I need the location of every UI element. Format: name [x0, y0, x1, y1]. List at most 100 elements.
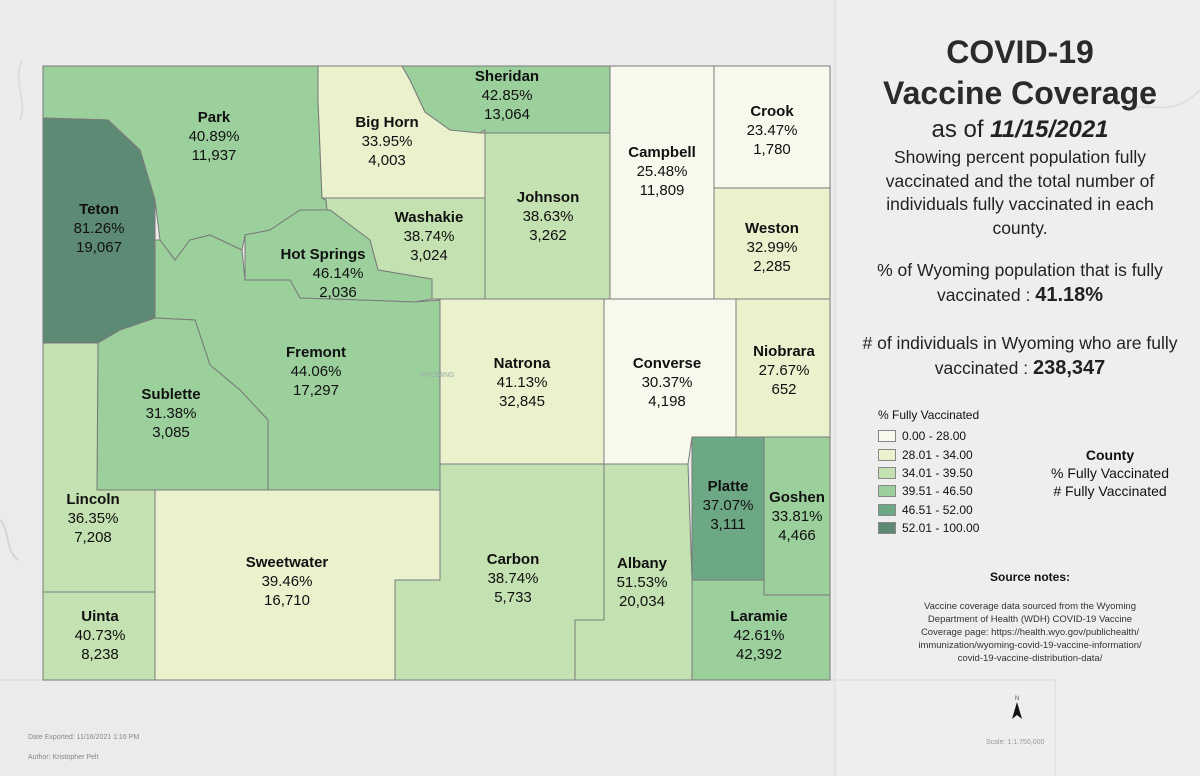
as-of-date: as of 11/15/2021: [840, 116, 1200, 144]
county-label-pct: 42.85%: [482, 87, 533, 104]
state-label: WYOMING: [420, 372, 455, 379]
county-label-count: 19,067: [76, 239, 122, 256]
county-label-pct: 46.14%: [313, 265, 364, 282]
legend-item: 0.00 - 28.00: [878, 427, 1028, 445]
title-line-1: COVID-19: [946, 34, 1094, 70]
legend-item: 28.01 - 34.00: [878, 445, 1028, 463]
county-label-pct: 51.53%: [617, 574, 668, 591]
map-scale: Scale: 1:1,750,000: [986, 739, 1045, 746]
county-label-pct: 38.63%: [523, 208, 574, 225]
county-label-pct: 41.13%: [497, 374, 548, 391]
legend-item: 52.01 - 100.00: [878, 519, 1028, 537]
county-label-count: 8,238: [81, 646, 119, 663]
county-label-name: Campbell: [628, 144, 696, 161]
legend-label: 28.01 - 34.00: [902, 447, 973, 462]
county-label-name: Carbon: [487, 551, 540, 568]
county-label-count: 652: [771, 381, 796, 398]
county-label-pct: 81.26%: [74, 220, 125, 237]
legend-swatch: [878, 430, 896, 443]
county-label-name: Laramie: [730, 608, 788, 625]
county-label-count: 11,937: [192, 147, 237, 164]
state-count-label: # of individuals in Wyoming who are full…: [862, 333, 1178, 378]
legend-label: 46.51 - 52.00: [902, 502, 973, 517]
county-label-count: 7,208: [74, 529, 112, 546]
county-label-count: 3,085: [152, 424, 190, 441]
description: Showing percent population fully vaccina…: [885, 147, 1155, 238]
county-label-count: 3,111: [710, 516, 745, 533]
county-polygons: [42, 65, 831, 681]
county-key-line-1: % Fully Vaccinated: [1050, 465, 1169, 481]
county-label-pct: 33.81%: [772, 508, 823, 525]
county-label-count: 5,733: [494, 589, 532, 606]
county-label-count: 1,780: [753, 141, 791, 158]
county-label-count: 2,036: [319, 284, 357, 301]
source-line: Coverage page: https://health.wyo.gov/pu…: [920, 627, 1140, 638]
county-label-name: Goshen: [769, 489, 825, 506]
state-count-value: 238,347: [1032, 357, 1106, 379]
county-label-name: Fremont: [286, 344, 346, 361]
county-label-pct: 30.37%: [642, 374, 693, 391]
county-label-name: Converse: [633, 355, 701, 372]
county-label-name: Niobrara: [753, 343, 815, 360]
legend-label: 52.01 - 100.00: [902, 521, 980, 536]
author: Author: Kristopher Pelt: [28, 754, 99, 761]
legend-swatch: [878, 503, 896, 516]
county-laramie[interactable]: [691, 579, 831, 681]
county-label-name: Crook: [750, 103, 794, 120]
county-label-pct: 38.74%: [404, 228, 455, 245]
legend-item: 46.51 - 52.00: [878, 501, 1028, 519]
county-label-name: Lincoln: [66, 491, 119, 508]
county-label-pct: 37.07%: [703, 497, 754, 514]
legend-label: 39.51 - 46.50: [902, 484, 973, 499]
state-percent-stat: % of Wyoming population that is fully va…: [850, 258, 1190, 308]
county-label-count: 4,198: [648, 393, 686, 410]
county-label-count: 42,392: [736, 646, 782, 663]
page-title: COVID-19 Vaccine Coverage: [840, 32, 1200, 114]
title-line-2: Vaccine Coverage: [883, 75, 1157, 111]
legend-swatch: [878, 522, 896, 535]
county-label-pct: 31.38%: [146, 405, 197, 422]
state-percent-value: 41.18%: [1035, 284, 1104, 306]
county-label-count: 2,285: [753, 258, 791, 275]
legend-swatch: [878, 466, 896, 479]
date-exported: Date Exported: 11/16/2021 1:16 PM: [28, 734, 140, 741]
county-label-pct: 27.67%: [759, 362, 810, 379]
county-label-name: Uinta: [81, 608, 119, 625]
county-label-pct: 42.61%: [734, 627, 785, 644]
legend-title: % Fully Vaccinated: [878, 408, 980, 422]
county-label-name: Weston: [745, 220, 799, 237]
county-label-count: 32,845: [499, 393, 545, 410]
north-arrow-icon: N: [1010, 696, 1024, 726]
state-count-stat: # of individuals in Wyoming who are full…: [850, 331, 1190, 381]
county-label-count: 20,034: [619, 593, 665, 610]
legend-item: 34.01 - 39.50: [878, 464, 1028, 482]
county-label-name: Park: [198, 109, 231, 126]
county-albany[interactable]: [574, 463, 693, 681]
county-key-title: County: [1085, 447, 1135, 463]
county-label-name: Sheridan: [475, 68, 539, 85]
county-label-name: Teton: [79, 201, 119, 218]
county-label-count: 3,024: [410, 247, 448, 264]
county-label-name: Johnson: [517, 189, 580, 206]
source-heading: Source notes:: [989, 570, 1070, 584]
legend-swatch: [878, 485, 896, 498]
county-label-count: 4,466: [778, 527, 816, 544]
county-label-pct: 32.99%: [747, 239, 798, 256]
county-label-count: 3,262: [529, 227, 567, 244]
county-label-pct: 25.48%: [637, 163, 688, 180]
county-label-pct: 39.46%: [262, 573, 313, 590]
as-of-prefix: as of: [931, 116, 984, 143]
state-percent-label: % of Wyoming population that is fully va…: [877, 260, 1163, 305]
county-label-pct: 36.35%: [68, 510, 119, 527]
legend: % Fully Vaccinated 0.00 - 28.00 28.01 - 3…: [878, 408, 1028, 537]
county-label-pct: 23.47%: [747, 122, 798, 139]
info-panel: COVID-19 Vaccine Coverage as of 11/15/20…: [840, 0, 1200, 776]
source-line: covid-19-vaccine-distribution-data/: [957, 653, 1103, 664]
county-label-count: 4,003: [368, 152, 406, 169]
county-label-name: Natrona: [494, 355, 551, 372]
county-label-count: 11,809: [640, 182, 685, 199]
source-line: Vaccine coverage data sourced from the W…: [923, 601, 1136, 612]
north-label: N: [1014, 696, 1020, 702]
county-label-pct: 33.95%: [362, 133, 413, 150]
